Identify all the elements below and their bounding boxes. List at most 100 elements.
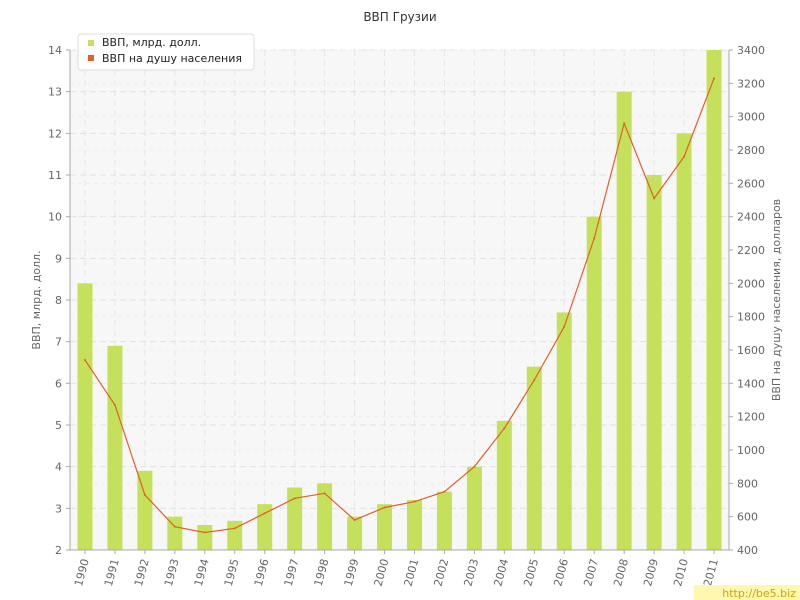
legend-swatch-line: [88, 55, 94, 61]
line-point: [503, 427, 506, 430]
y-axis-label: ВВП, млрд. долл.: [30, 250, 43, 349]
y2-tick-label: 2200: [737, 244, 765, 257]
bar: [466, 466, 482, 550]
y-tick-label: 8: [55, 294, 62, 307]
x-tick-label: 2008: [611, 557, 631, 587]
x-tick-label: 2010: [671, 557, 691, 587]
y2-axis-label: ВВП на душу населения, долларов: [770, 199, 783, 401]
y2-tick-label: 1400: [737, 377, 765, 390]
x-tick-label: 1994: [192, 557, 212, 587]
watermark: http://be5.biz: [694, 585, 800, 600]
bar: [496, 420, 512, 550]
x-tick-label: 2006: [551, 557, 571, 587]
x-tick-label: 1996: [252, 557, 272, 587]
line-point: [593, 237, 596, 240]
y2-tick-label: 1800: [737, 311, 765, 324]
y-tick-label: 14: [48, 44, 62, 57]
y2-tick-label: 600: [737, 511, 758, 524]
x-tick-label: 1999: [342, 557, 362, 587]
line-point: [113, 404, 116, 406]
bar: [227, 520, 243, 550]
x-tick-label: 2005: [521, 557, 541, 587]
line-point: [443, 490, 446, 493]
bar: [377, 504, 393, 550]
line-point: [473, 465, 476, 468]
watermark-text: http://be5.biz: [722, 587, 796, 600]
bar: [706, 50, 722, 550]
bar: [556, 312, 572, 550]
x-tick-label: 1995: [222, 557, 242, 587]
chart-title: ВВП Грузии: [363, 10, 436, 24]
line-point: [533, 379, 536, 381]
y2-tick-label: 400: [737, 544, 758, 557]
y2-tick-label: 800: [737, 477, 758, 490]
bar: [616, 91, 632, 551]
line-point: [83, 359, 86, 361]
legend-label-bar: ВВП, млрд. долл.: [102, 36, 201, 49]
line-point: [353, 519, 356, 521]
watermark-background: [694, 585, 800, 600]
y2-tick-label: 3000: [737, 111, 765, 124]
y-tick-label: 12: [48, 127, 62, 140]
bar: [197, 525, 213, 550]
line-point: [653, 197, 656, 200]
legend-box: [77, 33, 255, 71]
y2-tick-label: 1200: [737, 411, 765, 424]
x-tick-label: 1990: [72, 557, 92, 587]
line-point: [683, 155, 686, 158]
bar: [287, 487, 303, 550]
x-tick-label: 2001: [402, 557, 422, 587]
y2-tick-label: 1600: [737, 344, 765, 357]
y-tick-label: 9: [55, 252, 62, 265]
y-tick-label: 13: [48, 86, 62, 99]
x-tick-label: 1997: [282, 557, 302, 587]
y2-tick-label: 3200: [737, 77, 765, 90]
bar: [646, 175, 662, 550]
line-series: [83, 77, 716, 534]
line-point: [563, 325, 566, 328]
bar: [526, 366, 542, 550]
bar-series: [77, 50, 722, 551]
x-tick-label: 2003: [461, 557, 481, 587]
line-point: [293, 497, 296, 500]
y2-tick-label: 2400: [737, 211, 765, 224]
bar: [107, 345, 123, 550]
y2-tick-label: 2800: [737, 144, 765, 157]
y-axis-ticks: 2 3 4 5 6 7 8 9 10 11 12 13 14: [48, 44, 70, 557]
bar: [77, 283, 93, 550]
bar: [347, 516, 363, 550]
bar: [317, 483, 333, 550]
bar: [436, 491, 452, 550]
x-tick-label: 2009: [641, 557, 661, 587]
line-point: [623, 122, 626, 125]
x-tick-label: 2007: [581, 557, 601, 587]
legend-swatch-bar: [88, 40, 94, 46]
y2-tick-label: 3400: [737, 44, 765, 57]
y-tick-label: 5: [55, 419, 62, 432]
y-tick-label: 2: [55, 544, 62, 557]
bar: [586, 216, 602, 550]
legend: ВВП, млрд. долл. ВВП на душу населения: [77, 33, 255, 71]
y2-tick-label: 2600: [737, 177, 765, 190]
bar: [137, 470, 153, 550]
line-point: [383, 506, 386, 509]
line-point: [413, 500, 416, 503]
y2-tick-label: 1000: [737, 444, 765, 457]
bar: [676, 133, 692, 551]
x-tick-label: 1998: [312, 557, 332, 587]
x-tick-label: 2002: [432, 557, 452, 587]
line-point: [203, 531, 206, 534]
y2-axis-ticks: 400 600 800 1000 1200 1400 1600 1800 2000 2200 240…: [729, 44, 765, 557]
x-tick-label: 1992: [132, 557, 152, 587]
y2-tick-label: 2000: [737, 277, 765, 290]
line-path: [84, 78, 715, 534]
x-tick-label: 2004: [491, 557, 511, 587]
y-tick-label: 4: [55, 461, 62, 474]
y-tick-label: 10: [48, 211, 62, 224]
x-tick-label: 1991: [102, 557, 122, 587]
x-tick-label: 2011: [701, 557, 721, 587]
y-tick-label: 7: [55, 336, 62, 349]
bar: [167, 516, 183, 550]
line-point: [323, 492, 326, 495]
